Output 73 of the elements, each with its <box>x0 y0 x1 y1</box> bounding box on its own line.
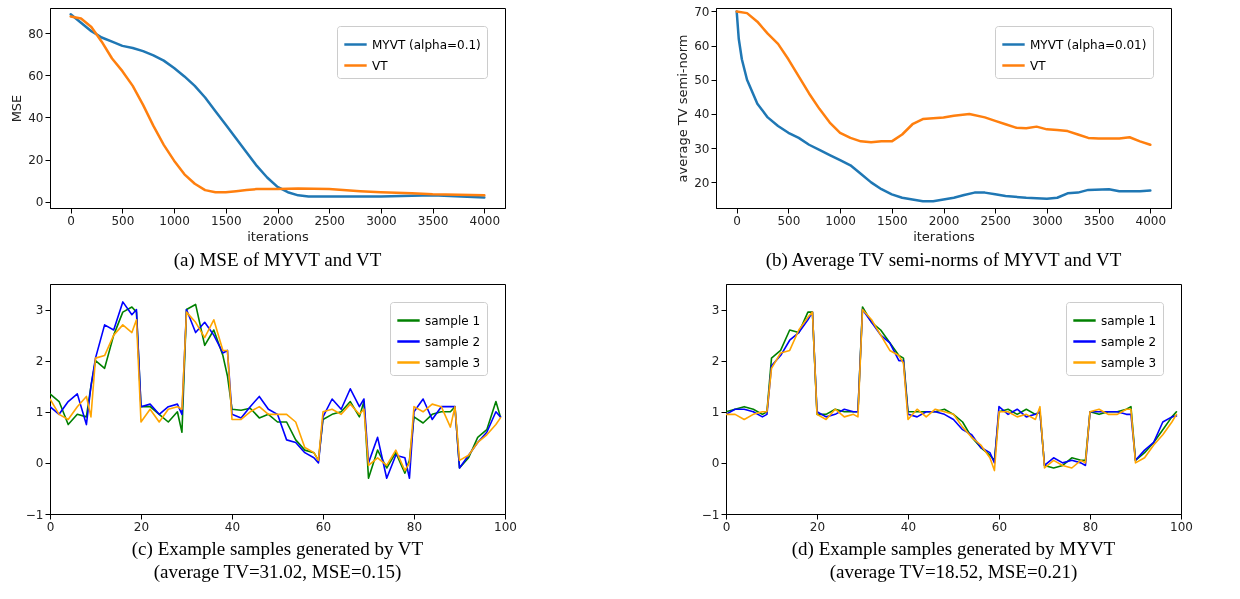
y-tick-label: 20 <box>694 175 710 190</box>
y-tick-label: 3 <box>711 303 720 318</box>
y-tick-label: 50 <box>694 73 710 88</box>
x-tick-label: 2500 <box>980 213 1011 228</box>
x-tick-label: 40 <box>224 519 241 534</box>
y-tick-label: 1 <box>711 405 720 420</box>
y-tick-label: 80 <box>28 26 44 41</box>
y-tick-label: 2 <box>711 354 720 369</box>
x-tick-label: 0 <box>722 519 731 534</box>
x-axis-title: iterations <box>247 228 310 244</box>
x-tick-label: 100 <box>494 519 517 534</box>
legend-label: MYVT (alpha=0.01) <box>1030 37 1147 52</box>
x-tick-label: 3000 <box>366 213 397 228</box>
x-tick-label: 3500 <box>417 213 449 228</box>
text: (d) Example samples generated by MYVT <box>791 538 1116 560</box>
x-tick-label: 1000 <box>159 213 190 228</box>
x-tick-label: 2000 <box>928 213 960 228</box>
y-axis-title: MSE <box>9 94 25 123</box>
y-tick-label: 1 <box>35 405 44 420</box>
x-tick-label: 0 <box>46 519 55 534</box>
x-tick-label: 3000 <box>1032 213 1063 228</box>
x-tick-label: 60 <box>315 519 332 534</box>
legend-label: sample 1 <box>425 313 481 328</box>
y-tick-label: 30 <box>694 141 710 156</box>
y-tick-label: 40 <box>28 110 44 125</box>
y-tick-label: 3 <box>35 303 44 318</box>
x-tick-label: 20 <box>133 519 150 534</box>
x-tick-label: 3500 <box>1083 213 1115 228</box>
legend-label: VT <box>1030 58 1047 73</box>
line-series <box>735 10 1152 146</box>
y-tick-label: 0 <box>35 195 44 210</box>
x-tick-label: 500 <box>111 213 135 228</box>
legend-label: sample 1 <box>1101 313 1157 328</box>
text: (average TV=31.02, MSE=0.15) <box>153 561 402 583</box>
legend-label: sample 2 <box>425 334 481 349</box>
x-tick-label: 0 <box>733 213 741 228</box>
line-series <box>735 10 1152 203</box>
x-tick-label: 1500 <box>211 213 242 228</box>
x-tick-label: 60 <box>991 519 1008 534</box>
x-tick-label: 80 <box>406 519 423 534</box>
x-tick-label: 80 <box>1082 519 1099 534</box>
x-tick-label: 0 <box>67 213 75 228</box>
x-axis-title: iterations <box>913 228 976 244</box>
y-tick-label: 60 <box>694 39 710 54</box>
x-tick-label: 40 <box>900 519 917 534</box>
y-tick-label: 2 <box>35 354 44 369</box>
y-tick-label: 0 <box>35 456 44 471</box>
y-tick-label: 0 <box>711 456 720 471</box>
y-tick-label: −1 <box>701 507 720 522</box>
text: (a) MSE of MYVT and VT <box>173 249 382 271</box>
y-tick-label: 70 <box>694 4 710 19</box>
text: (average TV=18.52, MSE=0.21) <box>829 561 1078 583</box>
legend-label: sample 3 <box>425 355 481 370</box>
text: (c) Example samples generated by VT <box>131 538 424 560</box>
x-tick-label: 2000 <box>262 213 294 228</box>
x-tick-label: 500 <box>777 213 801 228</box>
y-tick-label: −1 <box>25 507 44 522</box>
y-axis-title: average TV semi-norm <box>675 34 691 183</box>
x-tick-label: 2500 <box>314 213 345 228</box>
x-tick-label: 1000 <box>825 213 856 228</box>
x-tick-label: 4000 <box>1135 213 1167 228</box>
legend-label: sample 3 <box>1101 355 1157 370</box>
x-tick-label: 100 <box>1170 519 1193 534</box>
x-tick-label: 20 <box>809 519 826 534</box>
legend-label: sample 2 <box>1101 334 1157 349</box>
y-tick-label: 20 <box>28 153 44 168</box>
x-tick-label: 1500 <box>877 213 908 228</box>
y-tick-label: 60 <box>28 68 44 83</box>
x-tick-label: 4000 <box>469 213 501 228</box>
legend-label: VT <box>372 58 389 73</box>
legend-label: MYVT (alpha=0.1) <box>372 37 481 52</box>
text: (b) Average TV semi-norms of MYVT and VT <box>765 249 1122 271</box>
y-tick-label: 40 <box>694 107 710 122</box>
